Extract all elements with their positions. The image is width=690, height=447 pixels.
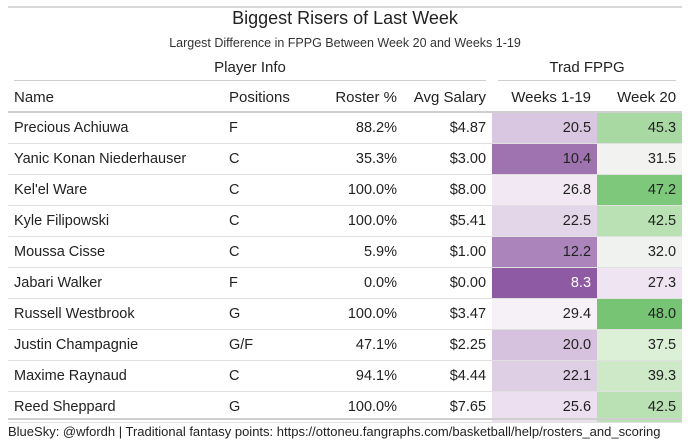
cell-positions: G (223, 298, 303, 330)
cell-weeks-1-19: 8.3 (492, 267, 598, 299)
cell-weeks-1-19: 25.6 (492, 391, 598, 423)
cell-positions: F (223, 267, 303, 299)
table-row: Justin Champagnie G/F 47.1% $2.25 20.0 37.5 (8, 329, 683, 361)
cell-name: Precious Achiuwa (8, 112, 223, 144)
cell-name: Justin Champagnie (8, 329, 223, 361)
cell-roster: 100.0% (303, 391, 403, 423)
col-header-salary: Avg Salary (403, 84, 493, 113)
table-row: Kel'el Ware C 100.0% $8.00 26.8 47.2 (8, 174, 683, 206)
cell-salary: $3.00 (403, 143, 493, 175)
cell-roster: 5.9% (303, 236, 403, 268)
cell-weeks-1-19: 20.0 (492, 329, 598, 361)
cell-name: Kel'el Ware (8, 174, 223, 206)
cell-name: Reed Sheppard (8, 391, 223, 423)
table-row: Russell Westbrook G 100.0% $3.47 29.4 48.0 (8, 298, 683, 330)
cell-salary: $7.65 (403, 391, 493, 423)
stats-table: Player Info Trad FPPG Name Positions Ros… (8, 56, 683, 423)
cell-salary: $3.47 (403, 298, 493, 330)
cell-name: Jabari Walker (8, 267, 223, 299)
cell-roster: 0.0% (303, 267, 403, 299)
table-row: Kyle Filipowski C 100.0% $5.41 22.5 42.5 (8, 205, 683, 237)
cell-name: Yanic Konan Niederhauser (8, 143, 223, 175)
spanner-row: Player Info Trad FPPG (8, 56, 682, 84)
cell-name: Russell Westbrook (8, 298, 223, 330)
col-header-weeks-1-19: Weeks 1-19 (492, 84, 598, 113)
col-header-name: Name (8, 84, 223, 113)
table-row: Yanic Konan Niederhauser C 35.3% $3.00 10.4 3… (8, 143, 683, 175)
cell-week-20: 42.5 (597, 391, 683, 423)
table-row: Reed Sheppard G 100.0% $7.65 25.6 42.5 (8, 391, 683, 423)
cell-salary: $0.00 (403, 267, 493, 299)
cell-week-20: 39.3 (597, 360, 683, 392)
cell-roster: 100.0% (303, 174, 403, 206)
cell-roster: 100.0% (303, 205, 403, 237)
col-header-roster: Roster % (303, 84, 403, 113)
cell-positions: F (223, 112, 303, 144)
table-row: Precious Achiuwa F 88.2% $4.87 20.5 45.3 (8, 112, 683, 144)
cell-week-20: 31.5 (597, 143, 683, 175)
cell-positions: C (223, 174, 303, 206)
cell-week-20: 37.5 (597, 329, 683, 361)
spanner-player-info: Player Info (8, 56, 492, 84)
cell-positions: G (223, 391, 303, 423)
table-title: Biggest Risers of Last Week (232, 8, 458, 28)
cell-week-20: 48.0 (597, 298, 683, 330)
cell-salary: $8.00 (403, 174, 493, 206)
table-row: Jabari Walker F 0.0% $0.00 8.3 27.3 (8, 267, 683, 299)
cell-weeks-1-19: 22.5 (492, 205, 598, 237)
cell-weeks-1-19: 26.8 (492, 174, 598, 206)
col-header-positions: Positions (223, 84, 303, 113)
cell-salary: $5.41 (403, 205, 493, 237)
cell-week-20: 27.3 (597, 267, 683, 299)
cell-week-20: 45.3 (597, 112, 683, 144)
cell-roster: 94.1% (303, 360, 403, 392)
cell-week-20: 47.2 (597, 174, 683, 206)
cell-week-20: 42.5 (597, 205, 683, 237)
table-body: Precious Achiuwa F 88.2% $4.87 20.5 45.3 Yanic… (8, 112, 683, 423)
cell-roster: 100.0% (303, 298, 403, 330)
table-subtitle: Largest Difference in FPPG Between Week … (169, 36, 521, 50)
top-rule (8, 6, 682, 8)
cell-salary: $2.25 (403, 329, 493, 361)
cell-weeks-1-19: 29.4 (492, 298, 598, 330)
cell-roster: 88.2% (303, 112, 403, 144)
cell-positions: C (223, 143, 303, 175)
col-header-week-20: Week 20 (597, 84, 683, 113)
cell-weeks-1-19: 22.1 (492, 360, 598, 392)
cell-salary: $1.00 (403, 236, 493, 268)
column-header-row: Name Positions Roster % Avg Salary Weeks… (8, 84, 683, 113)
cell-salary: $4.44 (403, 360, 493, 392)
cell-salary: $4.87 (403, 112, 493, 144)
cell-week-20: 32.0 (597, 236, 683, 268)
cell-name: Moussa Cisse (8, 236, 223, 268)
table-row: Moussa Cisse C 5.9% $1.00 12.2 32.0 (8, 236, 683, 268)
cell-positions: G/F (223, 329, 303, 361)
cell-weeks-1-19: 12.2 (492, 236, 598, 268)
cell-roster: 47.1% (303, 329, 403, 361)
table-row: Maxime Raynaud C 94.1% $4.44 22.1 39.3 (8, 360, 683, 392)
cell-roster: 35.3% (303, 143, 403, 175)
spanner-trad-fppg: Trad FPPG (492, 56, 682, 84)
cell-positions: C (223, 205, 303, 237)
footer-note: BlueSky: @wfordh | Traditional fantasy p… (8, 418, 682, 439)
cell-name: Maxime Raynaud (8, 360, 223, 392)
cell-name: Kyle Filipowski (8, 205, 223, 237)
cell-weeks-1-19: 20.5 (492, 112, 598, 144)
cell-weeks-1-19: 10.4 (492, 143, 598, 175)
cell-positions: C (223, 236, 303, 268)
cell-positions: C (223, 360, 303, 392)
